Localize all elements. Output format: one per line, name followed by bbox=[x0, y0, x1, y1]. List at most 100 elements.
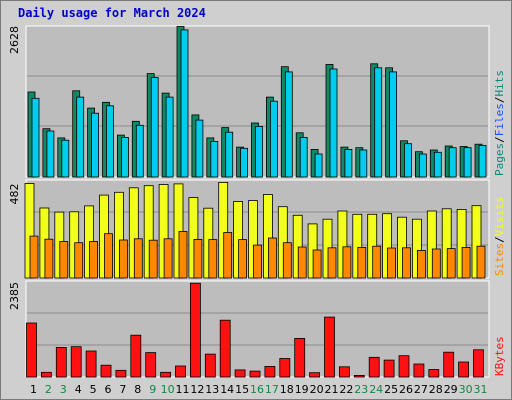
day-label-15: 15 bbox=[235, 383, 249, 396]
visits-bar-23 bbox=[352, 213, 363, 279]
legend-entry-sites: Sites bbox=[493, 243, 506, 276]
kbytes-bar-19 bbox=[294, 337, 306, 378]
sites-bar-31 bbox=[476, 245, 486, 279]
kbytes-bar-13 bbox=[204, 353, 216, 378]
hits-panel-bars bbox=[27, 26, 487, 178]
sites-bar-11 bbox=[178, 231, 188, 279]
kbytes-bar-14 bbox=[219, 319, 231, 378]
kbytes-bar-11 bbox=[175, 365, 186, 378]
day-label-14: 14 bbox=[220, 383, 234, 396]
sites-bar-16 bbox=[253, 244, 262, 279]
hits-bar-15 bbox=[240, 147, 249, 178]
day-label-4: 4 bbox=[75, 383, 82, 396]
visits-bar-17 bbox=[262, 194, 273, 279]
kbytes-bar-10 bbox=[160, 371, 172, 378]
visits-bar-7 bbox=[114, 191, 124, 279]
kbytes-bar-20 bbox=[309, 372, 321, 378]
kbytes-bar-4 bbox=[70, 346, 82, 378]
hits-bar-26 bbox=[404, 143, 412, 178]
legend-separator: / bbox=[493, 97, 506, 104]
legend-2: Sites/Visits bbox=[493, 197, 506, 277]
day-label-10: 10 bbox=[161, 383, 175, 396]
hits-bar-24 bbox=[374, 67, 383, 178]
sites-bar-13 bbox=[208, 239, 218, 279]
sites-bar-6 bbox=[104, 233, 113, 279]
y-max-label-3: 2385 bbox=[8, 282, 21, 310]
sites-bar-10 bbox=[163, 238, 173, 279]
hits-bar-19 bbox=[299, 136, 308, 178]
sites-bar-20 bbox=[312, 249, 322, 279]
kbytes-bar-3 bbox=[55, 346, 67, 378]
hits-bar-6 bbox=[106, 105, 114, 178]
hits-bar-9 bbox=[150, 77, 159, 178]
kbytes-bar-27 bbox=[413, 363, 425, 378]
legend-separator: / bbox=[493, 136, 506, 143]
hits-bar-3 bbox=[61, 139, 70, 178]
sites-bar-5 bbox=[89, 241, 98, 279]
kbytes-bar-18 bbox=[279, 358, 291, 378]
sites-bar-23 bbox=[357, 246, 367, 279]
visits-bar-14 bbox=[218, 181, 229, 279]
legend-entry-hits: Hits bbox=[493, 70, 506, 97]
y-tick-labels: 2628 482 2385 bbox=[8, 26, 21, 310]
day-label-3: 3 bbox=[60, 383, 67, 396]
day-label-21: 21 bbox=[325, 383, 339, 396]
visits-panel-bars bbox=[24, 181, 486, 279]
sites-bar-22 bbox=[342, 246, 352, 279]
day-label-28: 28 bbox=[429, 383, 443, 396]
hits-bar-28 bbox=[433, 151, 442, 178]
day-label-5: 5 bbox=[90, 383, 97, 396]
day-label-16: 16 bbox=[250, 383, 264, 396]
sites-bar-18 bbox=[282, 242, 292, 279]
visits-bar-22 bbox=[337, 210, 348, 279]
kbytes-bar-12 bbox=[189, 282, 201, 378]
hits-bar-7 bbox=[121, 136, 129, 178]
hits-bar-23 bbox=[359, 149, 368, 178]
day-label-6: 6 bbox=[105, 383, 112, 396]
day-label-7: 7 bbox=[119, 383, 126, 396]
kbytes-bar-23 bbox=[353, 374, 365, 378]
sites-bar-25 bbox=[387, 247, 397, 279]
sites-bar-19 bbox=[297, 246, 307, 279]
kbytes-bar-21 bbox=[324, 316, 335, 378]
sites-bar-21 bbox=[327, 247, 337, 279]
day-label-13: 13 bbox=[205, 383, 219, 396]
panel-kbytes-bg bbox=[25, 280, 490, 378]
hits-bar-21 bbox=[329, 68, 338, 178]
legend-entry-pages: Pages bbox=[493, 143, 506, 176]
sites-bar-3 bbox=[59, 241, 69, 279]
hits-bar-27 bbox=[418, 153, 427, 178]
hits-bar-2 bbox=[46, 130, 55, 178]
day-label-31: 31 bbox=[474, 383, 488, 396]
hits-bar-22 bbox=[344, 148, 353, 178]
kbytes-bar-24 bbox=[368, 356, 380, 378]
visits-bar-27 bbox=[411, 218, 422, 279]
day-label-11: 11 bbox=[176, 383, 190, 396]
sites-bar-30 bbox=[461, 246, 471, 279]
kbytes-bar-26 bbox=[398, 355, 410, 378]
day-label-20: 20 bbox=[310, 383, 324, 396]
kbytes-bar-29 bbox=[443, 351, 455, 378]
kbytes-bar-15 bbox=[234, 369, 246, 378]
sites-bar-12 bbox=[193, 238, 203, 279]
kbytes-bar-25 bbox=[383, 359, 395, 378]
hits-bar-8 bbox=[135, 124, 144, 178]
day-label-2: 2 bbox=[45, 383, 52, 396]
kbytes-bar-16 bbox=[249, 370, 261, 378]
hits-bar-1 bbox=[31, 97, 40, 178]
kbytes-bar-30 bbox=[458, 361, 470, 378]
hits-bar-5 bbox=[91, 112, 99, 178]
day-label-12: 12 bbox=[190, 383, 204, 396]
hits-bar-31 bbox=[478, 144, 487, 178]
sites-bar-4 bbox=[74, 242, 84, 279]
day-label-18: 18 bbox=[280, 383, 294, 396]
visits-bar-30 bbox=[456, 208, 467, 279]
kbytes-panel-bars bbox=[26, 282, 484, 378]
hits-bar-29 bbox=[448, 147, 457, 178]
day-label-26: 26 bbox=[399, 383, 413, 396]
hits-bar-20 bbox=[314, 153, 323, 178]
y-max-label-1: 2628 bbox=[8, 26, 21, 54]
hits-bar-10 bbox=[165, 96, 174, 178]
visits-bar-25 bbox=[382, 213, 393, 279]
